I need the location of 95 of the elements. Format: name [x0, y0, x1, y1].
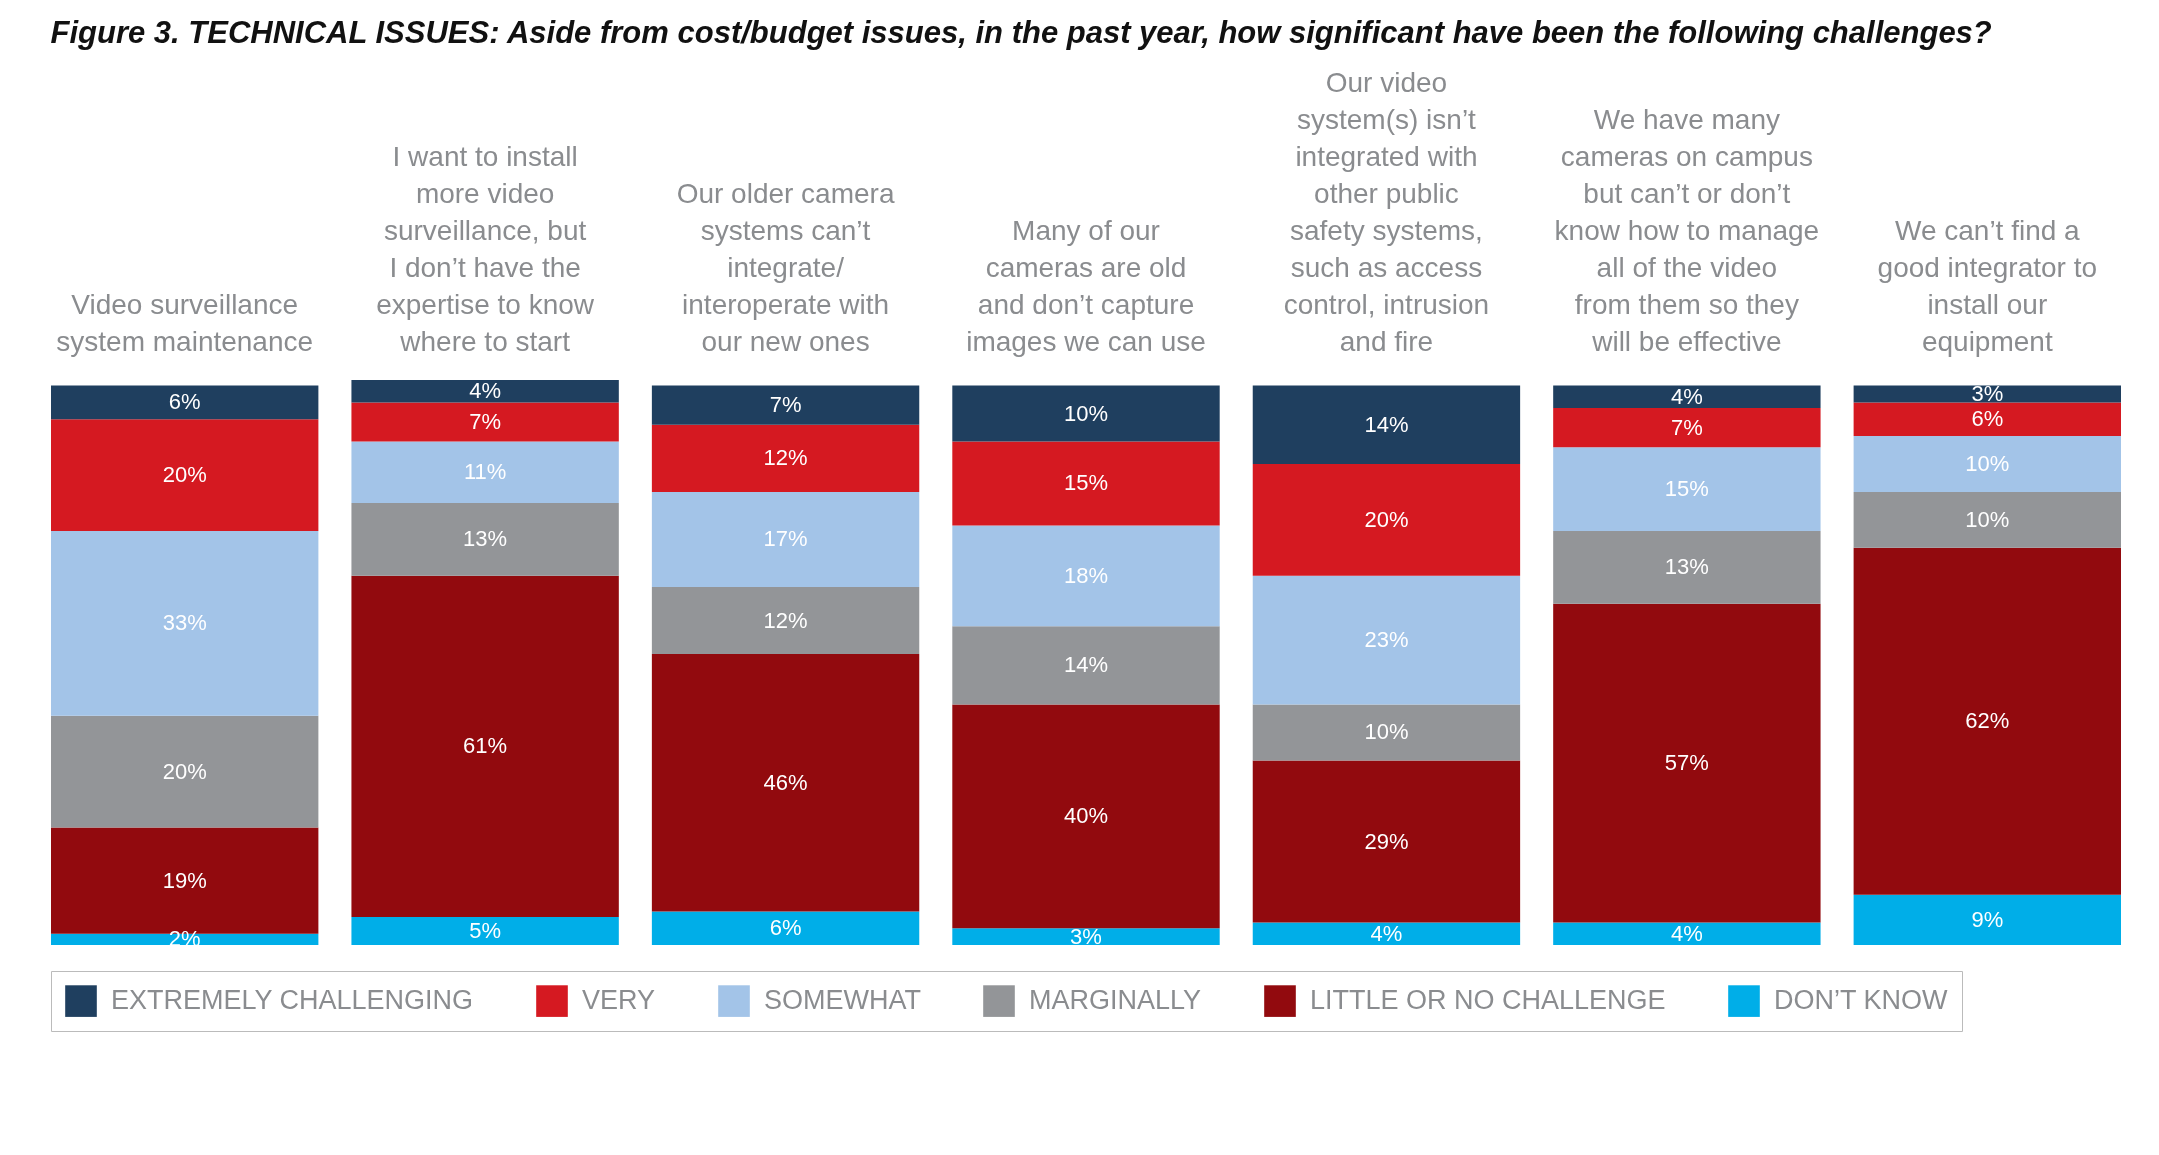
data-label: 3% — [1070, 923, 1102, 949]
data-label: 13% — [463, 526, 508, 552]
data-label: 29% — [1364, 828, 1409, 854]
bar — [1252, 385, 1521, 464]
bar — [51, 419, 319, 532]
bar — [51, 933, 319, 945]
data-label: 57% — [1664, 750, 1709, 776]
data-label: 7% — [469, 408, 502, 434]
bar — [1853, 894, 2121, 945]
bar — [351, 441, 619, 504]
bar — [1553, 603, 1821, 923]
bar — [1252, 704, 1521, 761]
data-label: 12% — [763, 607, 808, 633]
data-label: 20% — [162, 462, 207, 488]
bar — [952, 525, 1220, 627]
data-label: 11% — [463, 459, 507, 485]
data-label: 4% — [469, 378, 502, 404]
data-label: 46% — [763, 769, 808, 795]
x-tick-label: Video surveillance system maintenance — [56, 289, 314, 357]
legend-label: EXTREMELY CHALLENGING — [111, 985, 474, 1016]
data-label: 12% — [763, 445, 808, 471]
x-tick-label: Many of our cameras are old and don’t capture images we can use — [966, 215, 1206, 357]
bar — [1553, 531, 1821, 604]
bar — [351, 402, 619, 442]
data-label: 4% — [1670, 920, 1703, 946]
data-label: 10% — [1063, 400, 1109, 426]
bar — [51, 715, 319, 828]
bar — [952, 385, 1220, 442]
bar — [1853, 491, 2121, 548]
bar — [651, 911, 920, 945]
x-tick-label: Our video system(s) isn’t integrated with other public safety systems, such as access control, intrusion and fire — [1283, 67, 1490, 357]
legend-label: VERY — [582, 985, 656, 1016]
data-label: 19% — [162, 867, 207, 893]
bar — [1252, 575, 1521, 705]
bar — [1252, 463, 1521, 576]
bar — [1252, 760, 1521, 923]
data-label: 61% — [463, 733, 508, 759]
data-label: 5% — [469, 918, 502, 944]
bar — [351, 380, 619, 403]
bar — [1252, 922, 1521, 945]
legend-label: DON’T KNOW — [1774, 985, 1949, 1016]
data-label: 20% — [1364, 506, 1409, 532]
bar — [1853, 402, 2121, 436]
bar — [1853, 547, 2121, 895]
bar — [651, 654, 920, 912]
bar — [1853, 435, 2121, 492]
bar — [51, 531, 319, 716]
data-label: 14% — [1063, 652, 1109, 678]
bar — [351, 503, 619, 576]
bar — [651, 491, 920, 587]
data-label: 33% — [162, 610, 207, 636]
data-label: 4% — [1670, 383, 1703, 409]
x-tick-label: We can’t find a good integrator to install our equipment — [1877, 215, 2098, 357]
data-label: 10% — [1965, 450, 2010, 476]
legend-label: SOMEWHAT — [764, 985, 921, 1016]
data-label: 3% — [1971, 380, 2004, 406]
bar — [51, 385, 319, 420]
bar — [1553, 447, 1821, 532]
data-label: 7% — [769, 392, 802, 418]
legend-label: LITTLE OR NO CHALLENGE — [1310, 985, 1666, 1016]
data-label: 23% — [1364, 627, 1409, 653]
data-label: 40% — [1063, 803, 1109, 829]
data-label: 62% — [1965, 708, 2010, 734]
x-tick-label: I want to install more video surveillance, but I don’t have the expertise to know where to start — [376, 141, 595, 357]
bar — [651, 424, 920, 492]
bar — [1553, 407, 1821, 448]
data-label: 10% — [1364, 719, 1409, 745]
x-tick-label: We have many cameras on campus but can’t or don’t know how to manage all of the video from them so they will be effective — [1554, 104, 1820, 357]
bar — [952, 441, 1220, 526]
data-label: 15% — [1664, 476, 1709, 502]
data-label: 9% — [1971, 906, 2004, 932]
bar — [952, 626, 1220, 705]
data-label: 7% — [1670, 414, 1703, 440]
bar — [651, 385, 920, 425]
bar — [1553, 385, 1821, 408]
data-label: 14% — [1364, 411, 1409, 437]
data-label: 4% — [1370, 920, 1403, 946]
data-label: 10% — [1965, 506, 2010, 532]
data-label: 18% — [1063, 562, 1109, 588]
data-label: 13% — [1664, 554, 1709, 580]
data-label: 6% — [1971, 406, 2004, 432]
data-label: 6% — [769, 915, 802, 941]
bar — [651, 586, 920, 655]
data-label: 15% — [1063, 470, 1109, 496]
legend-label: MARGINALLY — [1029, 985, 1202, 1016]
data-label: 17% — [763, 526, 808, 552]
bar — [952, 928, 1220, 945]
data-label: 20% — [162, 758, 207, 784]
bar — [351, 917, 619, 945]
bar — [351, 575, 619, 918]
data-label: 6% — [168, 389, 201, 415]
x-tick-label: Our older camera systems can’t integrate/ interoperate with our new ones — [676, 178, 895, 357]
bar — [952, 704, 1220, 929]
chart-title: Figure 3. TECHNICAL ISSUES: Aside from cost/budget issues, in the past year, how significant have been the following challenges? — [50, 15, 1992, 50]
bar — [1553, 922, 1821, 945]
